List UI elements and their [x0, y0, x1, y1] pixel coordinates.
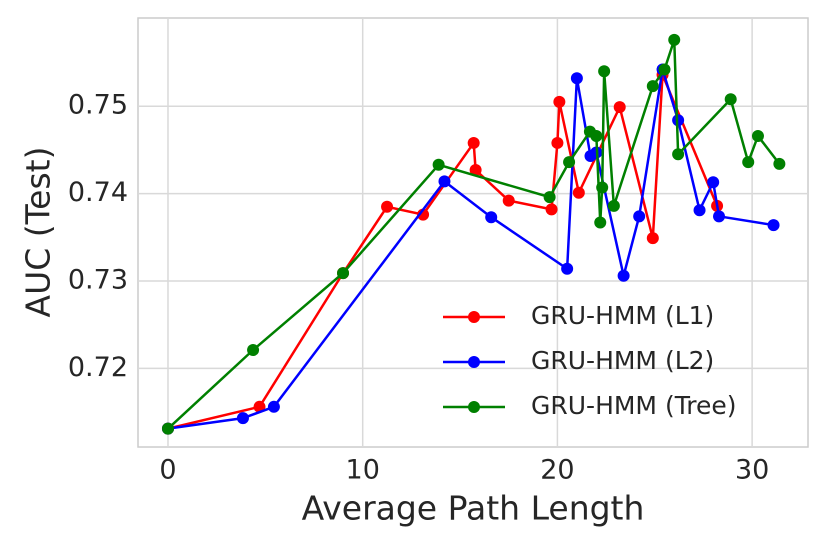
- x-tick-label: 30: [735, 455, 769, 486]
- legend-marker: [468, 401, 480, 413]
- data-point: [236, 412, 249, 425]
- legend-marker: [468, 311, 480, 323]
- data-point: [267, 400, 280, 413]
- data-point: [485, 211, 498, 224]
- legend-marker: [468, 356, 480, 368]
- grid: [138, 18, 808, 447]
- data-point: [561, 262, 574, 275]
- x-tick-label: 0: [159, 455, 176, 486]
- data-point: [646, 232, 659, 245]
- data-point: [767, 219, 780, 232]
- data-point: [570, 72, 583, 85]
- series-line: [167, 39, 781, 430]
- legend: GRU-HMM (L1) GRU-HMM (L2) GRU-HMM (Tree): [443, 301, 737, 420]
- data-point: [467, 136, 480, 149]
- data-point: [596, 181, 609, 194]
- data-point: [724, 93, 737, 106]
- plot-frame: [137, 17, 809, 448]
- legend-label: GRU-HMM (L2): [531, 346, 714, 375]
- data-point: [713, 210, 726, 223]
- x-tick-label: 20: [540, 455, 574, 486]
- y-tick-label: 0.72: [68, 352, 128, 383]
- data-point: [672, 148, 685, 161]
- data-point: [438, 175, 451, 188]
- data-point: [742, 156, 755, 169]
- series-line: [167, 74, 719, 430]
- data-point: [658, 63, 671, 76]
- data-point: [545, 203, 558, 216]
- ticks: 0 10 20 30 0.72 0.73 0.74 0.75: [68, 90, 769, 486]
- data-point: [572, 186, 585, 199]
- y-tick-label: 0.74: [68, 177, 128, 208]
- data-point: [613, 101, 626, 114]
- data-point: [563, 156, 576, 169]
- y-tick-label: 0.73: [68, 264, 128, 295]
- data-point: [693, 204, 706, 217]
- data-point: [502, 194, 515, 207]
- x-axis-label: Average Path Length: [302, 489, 645, 528]
- y-axis-label: AUC (Test): [19, 147, 58, 318]
- data-point: [590, 129, 603, 142]
- data-point: [161, 422, 174, 435]
- data-point: [543, 191, 556, 204]
- data-point: [707, 176, 720, 189]
- data-point: [553, 95, 566, 108]
- data-point: [381, 200, 394, 213]
- legend-label: GRU-HMM (L1): [531, 301, 714, 330]
- data-point: [337, 267, 350, 280]
- x-tick-label: 10: [346, 455, 380, 486]
- data-point: [668, 33, 681, 46]
- data-point: [633, 210, 646, 223]
- data-point: [598, 65, 611, 78]
- y-tick-label: 0.75: [68, 90, 128, 121]
- data-point: [607, 199, 620, 212]
- data-point: [551, 136, 564, 149]
- data-point: [751, 129, 764, 142]
- data-point: [469, 164, 482, 177]
- data-point: [247, 344, 260, 357]
- data-point: [646, 80, 659, 93]
- legend-label: GRU-HMM (Tree): [531, 391, 737, 420]
- data-point: [773, 157, 786, 170]
- data-point: [617, 269, 630, 282]
- data-point: [594, 216, 607, 229]
- lines: [161, 33, 786, 435]
- data-point: [432, 158, 445, 171]
